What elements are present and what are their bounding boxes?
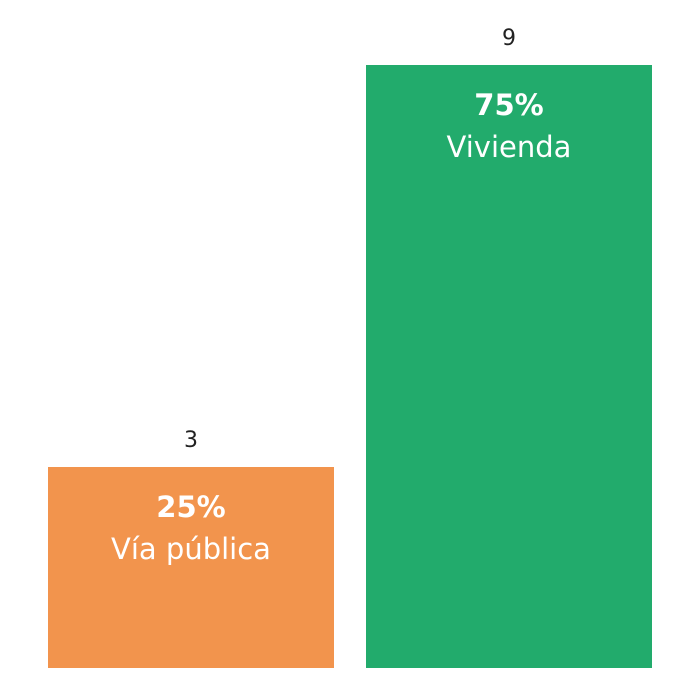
percent-label-0: 25% [156,490,225,524]
percent-label-1: 75% [474,88,543,122]
category-label-0: Vía pública [111,532,271,566]
bars-layer: 3 25% Vía pública 9 75% Vivienda [48,26,652,668]
category-label-1: Vivienda [447,130,572,164]
value-label-1: 9 [502,26,516,51]
bar-0 [48,467,334,668]
value-label-0: 3 [184,428,198,453]
bar-1 [366,65,652,668]
